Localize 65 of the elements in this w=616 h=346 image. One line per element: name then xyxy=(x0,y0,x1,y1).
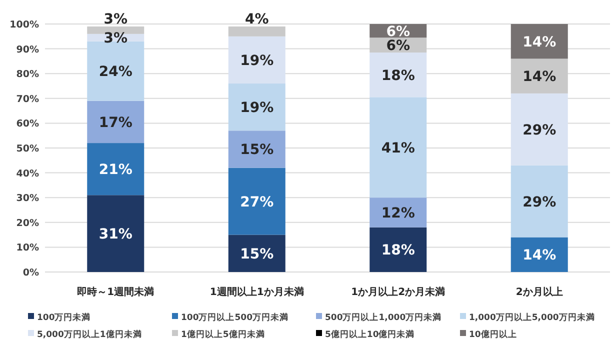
bar xyxy=(87,26,144,34)
x-tick-label: 1か月以上2か月未満 xyxy=(351,286,446,298)
y-tick-label: 70% xyxy=(16,94,40,105)
bar xyxy=(510,237,568,272)
data-label: 15% xyxy=(240,246,274,262)
x-tick-label: 即時～1週間未満 xyxy=(77,286,154,298)
legend-label: 5億円以上10億円未満 xyxy=(325,329,415,340)
bar xyxy=(228,84,286,131)
bar xyxy=(370,52,427,98)
bar xyxy=(228,168,286,235)
data-label: 18% xyxy=(381,68,415,84)
bar xyxy=(228,36,286,84)
x-tick-label: 2か月以上 xyxy=(516,286,563,298)
data-label: 12% xyxy=(381,205,415,222)
data-label: 29% xyxy=(522,194,556,210)
legend-label: 100万円以上500万円未満 xyxy=(181,312,288,323)
data-label: 4% xyxy=(244,11,269,28)
bar xyxy=(510,93,568,166)
y-tick-label: 0% xyxy=(22,268,40,278)
data-label: 21% xyxy=(98,162,132,178)
y-tick-label: 10% xyxy=(16,242,40,254)
bar xyxy=(510,58,568,94)
data-label: 24% xyxy=(98,64,132,80)
bar xyxy=(87,100,144,144)
legend-label: 5,000万円以上1億円未満 xyxy=(37,329,142,340)
data-label: 15% xyxy=(240,142,274,158)
bar xyxy=(87,143,144,196)
data-label: 41% xyxy=(381,140,415,156)
y-tick-label: 40% xyxy=(16,168,40,180)
bar xyxy=(228,26,286,36)
bar xyxy=(510,24,568,59)
y-tick-label: 100% xyxy=(10,20,40,30)
legend-label: 10億円以上 xyxy=(469,329,517,340)
data-label: 3% xyxy=(104,11,128,28)
legend-label: 100万円未満 xyxy=(37,312,91,323)
bar xyxy=(510,165,568,238)
data-label: 17% xyxy=(98,114,132,131)
y-tick-label: 90% xyxy=(16,44,40,56)
y-tick-label: 50% xyxy=(16,144,40,154)
data-label: 3% xyxy=(104,30,128,47)
data-label: 27% xyxy=(240,194,274,210)
bar xyxy=(228,130,286,168)
y-tick-label: 30% xyxy=(16,193,40,204)
bar xyxy=(228,234,286,272)
x-tick-label: 1週間以上1か月未満 xyxy=(210,286,304,298)
data-label: 6% xyxy=(386,38,410,54)
y-tick-label: 60% xyxy=(16,118,40,130)
data-label: 14% xyxy=(522,248,556,264)
data-label: 19% xyxy=(240,100,274,116)
legend-label: 500万円以上1,000万円未満 xyxy=(325,312,442,323)
data-label: 14% xyxy=(522,34,556,50)
bar xyxy=(87,195,144,272)
data-label: 31% xyxy=(98,226,132,243)
bar xyxy=(370,198,427,228)
y-tick-label: 80% xyxy=(16,69,40,80)
data-label: 14% xyxy=(522,69,556,86)
bar xyxy=(370,97,427,198)
y-tick-label: 20% xyxy=(16,218,40,229)
legend-label: 1億円以上5億円未満 xyxy=(181,329,265,340)
data-label: 6% xyxy=(386,24,410,40)
data-label: 29% xyxy=(522,122,556,138)
bar xyxy=(87,41,144,101)
data-label: 18% xyxy=(381,242,415,259)
bar xyxy=(370,227,427,272)
data-label: 19% xyxy=(240,52,274,69)
